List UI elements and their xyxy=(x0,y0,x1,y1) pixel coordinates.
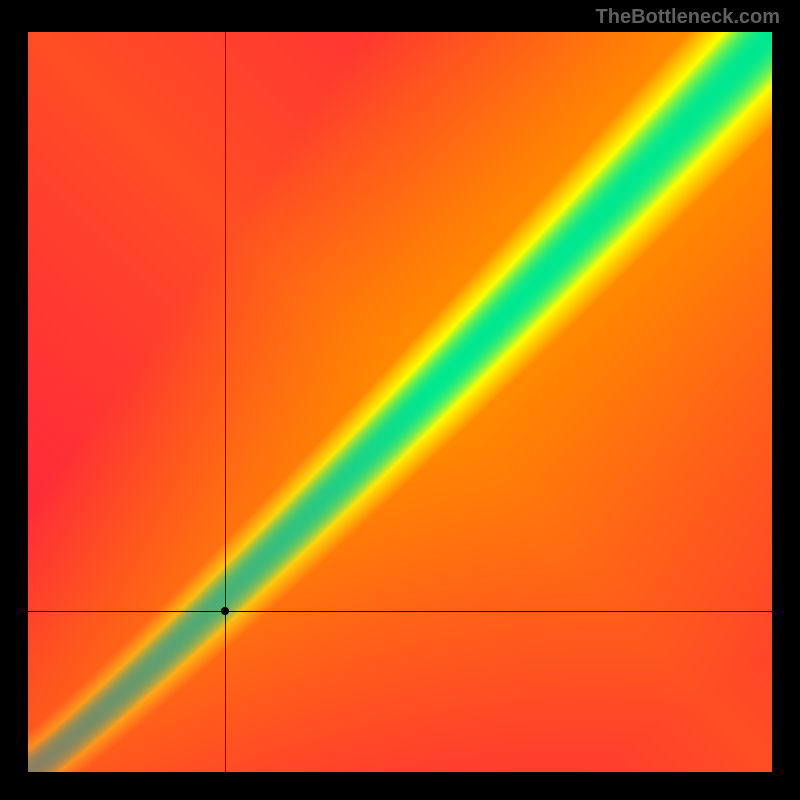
heatmap-canvas xyxy=(28,32,772,772)
crosshair-horizontal xyxy=(28,611,772,612)
crosshair-vertical xyxy=(225,32,226,772)
marker-dot xyxy=(221,607,229,615)
watermark-text: TheBottleneck.com xyxy=(596,6,780,29)
heatmap-plot xyxy=(28,32,772,772)
